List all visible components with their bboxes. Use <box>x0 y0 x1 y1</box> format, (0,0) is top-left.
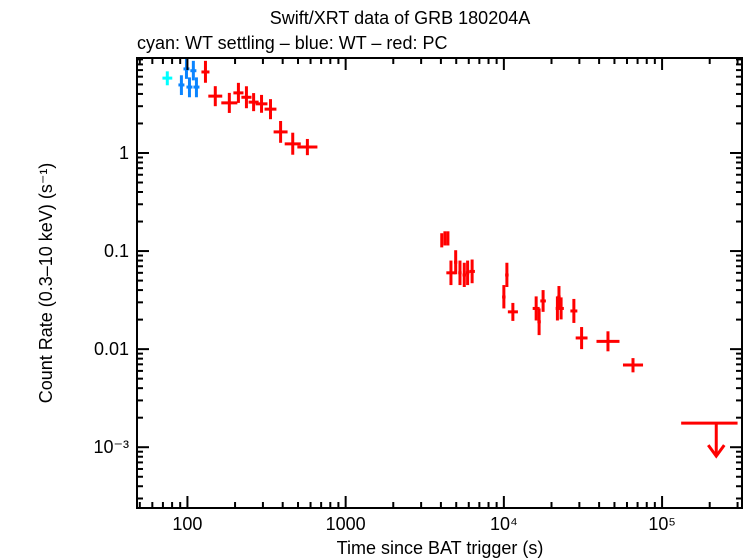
data-point <box>208 86 223 107</box>
data-point <box>570 298 578 323</box>
data-point <box>241 86 252 109</box>
data-point <box>297 138 318 156</box>
data-point <box>469 259 475 284</box>
data-point <box>596 331 620 352</box>
data-point <box>255 94 268 113</box>
data-point <box>505 262 509 288</box>
y-tick-label: 0.01 <box>94 339 129 359</box>
data-point <box>162 71 173 86</box>
plot-frame <box>136 57 743 509</box>
x-tick-label: 1000 <box>326 514 366 534</box>
data-point <box>540 290 546 312</box>
y-axis-label: Count Rate (0.3–10 keV) (s⁻¹) <box>36 163 56 404</box>
data-point <box>440 233 444 248</box>
data-point <box>186 77 193 98</box>
arrow-down-icon <box>707 444 726 459</box>
x-tick-label: 10⁵ <box>648 514 675 534</box>
data-marks <box>162 58 738 459</box>
data-point <box>190 60 197 81</box>
data-point <box>178 75 185 96</box>
data-point <box>537 308 541 336</box>
y-tick-label: 0.1 <box>104 241 129 261</box>
data-point <box>446 231 450 246</box>
y-tick-label: 10⁻³ <box>93 437 129 457</box>
x-axis-label: Time since BAT trigger (s) <box>337 538 544 558</box>
axes: 100 1000 10⁴ 10⁵ 1 0.1 0.01 10⁻³ <box>93 58 742 534</box>
x-tick-label: 100 <box>172 514 202 534</box>
data-point <box>248 93 259 112</box>
chart-title: Swift/XRT data of GRB 180204A <box>270 8 530 28</box>
data-point <box>273 120 288 143</box>
data-point <box>575 327 588 350</box>
data-point <box>458 260 462 286</box>
data-point <box>201 60 210 83</box>
data-point <box>284 132 301 155</box>
data-point <box>446 260 456 286</box>
data-point <box>193 77 200 98</box>
data-point <box>221 92 238 113</box>
data-point <box>558 297 564 320</box>
data-point <box>462 262 466 288</box>
data-point <box>454 250 458 275</box>
x-tick-label: 10⁴ <box>490 514 518 534</box>
data-point <box>502 285 506 309</box>
data-point <box>443 231 447 246</box>
y-tick-label: 1 <box>119 143 129 163</box>
chart-subtitle: cyan: WT settling – blue: WT – red: PC <box>137 33 447 53</box>
data-point <box>507 302 518 321</box>
data-point <box>264 99 277 120</box>
data-point <box>233 82 244 103</box>
data-point <box>557 286 561 308</box>
data-point <box>465 260 470 286</box>
upper-limit-arrow <box>681 421 738 459</box>
data-point <box>622 358 644 373</box>
